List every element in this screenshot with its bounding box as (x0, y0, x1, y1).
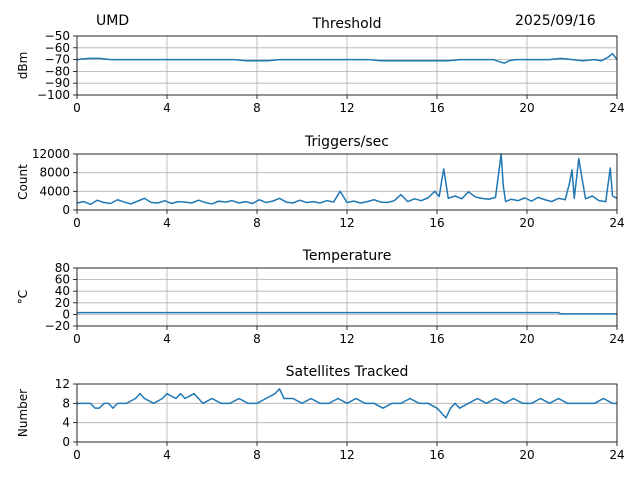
x-tick-label: 20 (519, 332, 534, 346)
date-label: 2025/09/16 (515, 13, 596, 29)
x-tick-label: 12 (339, 448, 354, 462)
x-tick-label: 8 (253, 448, 261, 462)
series-line (76, 52, 618, 64)
y-axis-label: Count (16, 164, 30, 200)
chart-panel-4: 0 4 8 12 16 20 24 0 4 8 12 Satellites Tracked Number (16, 364, 625, 462)
x-tick-label: 20 (519, 448, 534, 462)
y-tick-label: −90 (45, 76, 70, 90)
y-tick-label: 0 (62, 307, 70, 321)
x-tick-label: 8 (253, 332, 261, 346)
y-tick-label: 8 (62, 396, 70, 410)
series-line (77, 388, 617, 419)
chart-title: Triggers/sec (304, 134, 389, 150)
y-tick-label: 12000 (32, 147, 70, 161)
y-tick-label: 0 (62, 203, 70, 217)
x-tick-label: 0 (73, 101, 81, 115)
chart-panel-1: 0 4 8 12 16 20 24 −100−90−80−70−60−50 Threshold d… (16, 16, 625, 115)
series-line (77, 311, 617, 315)
y-axis-label: Number (16, 389, 30, 437)
chart-title: Temperature (302, 248, 392, 264)
y-tick-label: 20 (55, 296, 70, 310)
x-tick-label: 20 (519, 101, 534, 115)
x-tick-label: 20 (519, 216, 534, 230)
chart-panel-2: 0 4 8 12 16 20 24 0 4000 8000 12000 Triggers/sec Cou… (16, 134, 625, 230)
y-tick-label: −80 (45, 64, 70, 78)
series-line (76, 153, 618, 206)
y-tick-label: 0 (62, 435, 70, 449)
y-tick-label: −50 (45, 29, 70, 43)
y-axis-label: dBm (16, 52, 30, 80)
x-tick-label: 0 (73, 448, 81, 462)
x-tick-label: 16 (429, 448, 444, 462)
y-tick-label: −20 (45, 319, 70, 333)
x-tick-label: 4 (163, 332, 171, 346)
x-tick-label: 8 (253, 101, 261, 115)
y-tick-label: 4 (62, 416, 70, 430)
y-tick-label: −70 (45, 53, 70, 67)
x-tick-label: 24 (609, 448, 624, 462)
x-tick-label: 12 (339, 332, 354, 346)
y-tick-label: 12 (55, 377, 70, 391)
x-tick-label: 4 (163, 101, 171, 115)
x-tick-label: 4 (163, 216, 171, 230)
station-label: UMD (96, 13, 130, 29)
y-tick-label: −60 (45, 41, 70, 55)
y-tick-label: 80 (55, 261, 70, 275)
y-tick-label: −100 (37, 88, 70, 102)
x-tick-label: 12 (339, 216, 354, 230)
x-tick-label: 24 (609, 216, 624, 230)
chart-title: Threshold (312, 16, 382, 32)
x-tick-label: 12 (339, 101, 354, 115)
x-tick-label: 0 (73, 216, 81, 230)
chart-title: Satellites Tracked (286, 364, 409, 380)
x-tick-label: 24 (609, 332, 624, 346)
x-tick-label: 16 (429, 101, 444, 115)
y-axis-label: °C (16, 290, 30, 304)
y-tick-label: 60 (55, 273, 70, 287)
x-tick-label: 24 (609, 101, 624, 115)
x-tick-label: 4 (163, 448, 171, 462)
x-tick-label: 0 (73, 332, 81, 346)
x-tick-label: 8 (253, 216, 261, 230)
y-tick-label: 40 (55, 284, 70, 298)
y-tick-label: 8000 (39, 166, 70, 180)
y-tick-label: 4000 (39, 184, 70, 198)
x-tick-label: 16 (429, 332, 444, 346)
x-tick-label: 16 (429, 216, 444, 230)
